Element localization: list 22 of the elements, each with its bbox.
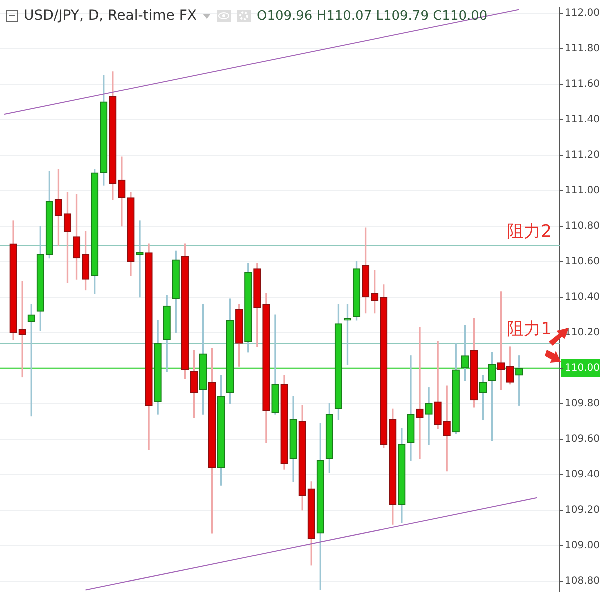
candlestick	[425, 388, 433, 445]
y-tick-label: 111.00	[565, 185, 600, 196]
y-tick-label: 109.20	[565, 504, 600, 516]
y-tick-label: 109.60	[565, 434, 600, 445]
y-tick-label: 111.20	[565, 150, 600, 161]
y-tick-label: 109.00	[565, 540, 600, 552]
y-tick-label: 112.00	[565, 8, 600, 19]
y-tick-label: 110.80	[565, 220, 600, 232]
chart-title: USD/JPY, D, Real-time FX	[24, 8, 197, 24]
y-tick-label: 109.80	[565, 398, 600, 410]
y-tick-label: 110.00	[565, 362, 600, 374]
y-tick-label: 110.60	[565, 256, 600, 268]
ref-line-label: 阻力1	[507, 319, 552, 340]
y-tick-label: 111.80	[565, 43, 600, 54]
y-tick-label: 110.40	[565, 292, 600, 303]
candlestick	[416, 327, 424, 460]
chart-subtitle: O109.96 H110.07 L109.79 C110.00	[256, 8, 488, 24]
y-tick-label: 111.60	[565, 78, 600, 90]
ref-line-label: 阻力2	[507, 222, 552, 242]
y-tick-label: 109.40	[565, 469, 600, 480]
y-tick-label: 108.80	[565, 576, 600, 587]
y-tick-label: 111.40	[565, 114, 600, 126]
